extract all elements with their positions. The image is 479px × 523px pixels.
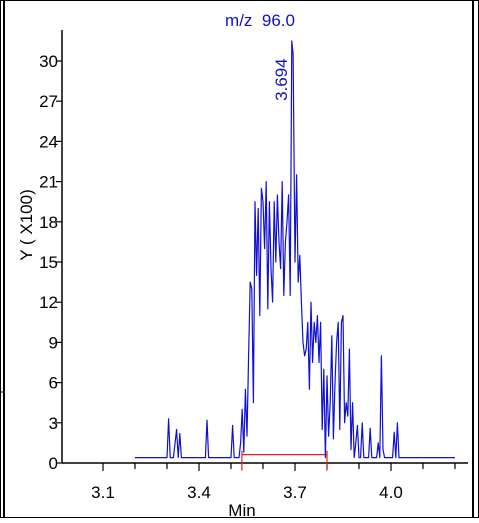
y-tick-label: 9: [49, 333, 58, 352]
y-tick-label: 3: [49, 414, 58, 433]
y-tick-label: 24: [39, 132, 58, 151]
axes: [61, 30, 468, 464]
y-tick-label: 0: [49, 454, 58, 473]
y-axis-title: Y ( X100): [17, 189, 36, 261]
chart-title: m/z 96.0: [225, 11, 295, 30]
x-axis-title: Min: [228, 501, 255, 518]
series: [135, 40, 455, 471]
ion-chromatogram-line: [135, 40, 455, 459]
x-tick-label: 3.4: [187, 483, 211, 502]
y-tick-label: 15: [39, 253, 58, 272]
x-tick-label: 3.1: [91, 483, 115, 502]
y-tick-label: 30: [39, 52, 58, 71]
ticks: 0 3 6 9 12 15 18 21 24 27 30 3.1 3.4 3.7 4.0: [39, 52, 456, 502]
y-tick-label: 6: [49, 374, 58, 393]
y-tick-label: 21: [39, 173, 58, 192]
y-tick-label: 18: [39, 213, 58, 232]
y-tick-label: 27: [39, 92, 58, 111]
peak-label: 3.694: [272, 58, 291, 101]
x-tick-label: 3.7: [283, 483, 307, 502]
x-tick-label: 4.0: [379, 483, 403, 502]
y-tick-label: 12: [39, 293, 58, 312]
